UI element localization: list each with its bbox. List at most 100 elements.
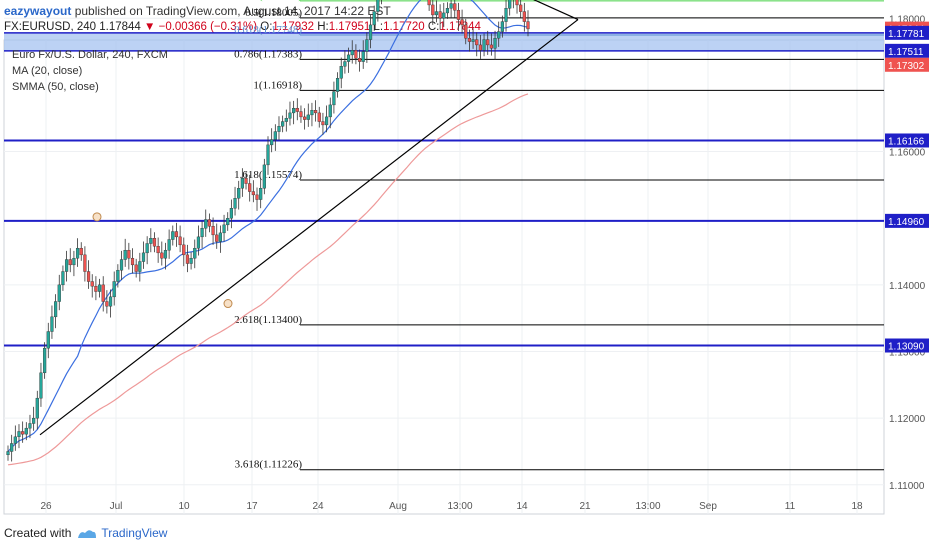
- legend-ma: MA (20, close): [12, 65, 82, 77]
- chart-grid: [4, 17, 884, 514]
- candle-body: [54, 301, 58, 318]
- candle-body: [39, 372, 43, 399]
- close-label: C:: [427, 21, 440, 33]
- candle-body: [497, 31, 501, 39]
- candle-body: [526, 21, 530, 30]
- candle-body: [68, 259, 72, 266]
- horizontal-levels: [4, 32, 884, 347]
- fib-level-label: 2.618(1.13400): [234, 314, 302, 326]
- candle-body: [57, 284, 61, 302]
- moving-averages: [7, 0, 529, 466]
- candle-body: [134, 264, 138, 272]
- candle-body: [156, 245, 160, 254]
- symbol-label: FX:EURUSD, 240: [4, 21, 97, 33]
- candle-body: [46, 331, 50, 349]
- candle-body: [464, 24, 468, 39]
- candle-body: [152, 237, 157, 247]
- candle-body: [127, 249, 131, 259]
- ma-line: [7, 0, 529, 452]
- price-label-box: [885, 25, 929, 40]
- candle-body: [339, 66, 343, 79]
- candle-body: [449, 3, 453, 9]
- fib-level-label: 1(1.16918): [253, 79, 302, 91]
- candle-body: [266, 144, 270, 166]
- price-label-box: [885, 57, 929, 72]
- candle-body: [215, 234, 219, 242]
- fib-level-label: 0.786(1.17383): [234, 48, 302, 60]
- candle-body: [288, 112, 292, 119]
- candle-body: [237, 188, 241, 199]
- candle-body: [445, 8, 450, 14]
- time-tick-label: 21: [579, 501, 591, 512]
- candle-body: [108, 296, 113, 307]
- candle-body: [467, 38, 472, 42]
- swing-marker-icon: [223, 299, 233, 309]
- price-label-text: 1.17781: [888, 29, 925, 40]
- candle-body: [493, 38, 497, 49]
- time-tick-label: 11: [785, 501, 796, 512]
- price-tick-label: 1.12000: [889, 414, 926, 425]
- candle-body: [332, 91, 336, 106]
- candle-body: [303, 116, 307, 120]
- candle-body: [244, 178, 248, 184]
- symbol-line: FX:EURUSD, 240 1.17844 ▼ −0.00366 (−0.31…: [4, 21, 481, 33]
- candle-body: [105, 301, 109, 307]
- candle-body: [240, 178, 244, 189]
- publish-line: eazywayout published on TradingView.com,…: [4, 4, 391, 18]
- price-label-box: [885, 338, 929, 353]
- fib-level-label: 1.618(1.15574): [234, 169, 302, 181]
- candle-body: [211, 225, 215, 236]
- candle-body: [61, 271, 65, 286]
- candle-body: [248, 183, 252, 192]
- candle-body: [79, 247, 83, 256]
- close-value: 1.17844: [439, 21, 481, 33]
- candle-body: [489, 44, 493, 49]
- candle-body: [519, 4, 523, 12]
- candle-body: [427, 0, 431, 6]
- candle-body: [335, 78, 340, 92]
- candle-body: [482, 39, 486, 51]
- candle-body: [365, 39, 369, 52]
- candle-body: [83, 254, 87, 272]
- candle-body: [116, 269, 120, 282]
- fib-level-label: 0.5(1.18005): [245, 7, 302, 19]
- candle-body: [299, 111, 303, 118]
- candle-body: [270, 139, 274, 146]
- candle-body: [259, 188, 263, 200]
- candle-body: [328, 104, 332, 118]
- candle-body: [174, 231, 179, 238]
- descending-trendline: [533, 0, 579, 21]
- candle-body: [453, 3, 457, 11]
- candle-body: [28, 423, 32, 429]
- candle-body: [471, 39, 475, 42]
- candle-body: [145, 243, 149, 254]
- created-with-label: Created with: [4, 526, 72, 540]
- swing-marker-icon: [92, 212, 102, 222]
- time-tick-label: Sep: [699, 501, 717, 512]
- price-label-text: 1.14960: [888, 217, 925, 228]
- candle-body: [277, 126, 281, 132]
- candle-body: [35, 397, 39, 419]
- time-tick-label: 26: [40, 501, 52, 512]
- candle-body: [310, 110, 314, 116]
- tradingview-brand[interactable]: TradingView: [77, 526, 167, 540]
- drawings: [39, 0, 579, 436]
- candle-body: [475, 39, 479, 46]
- tradingview-brand-label: TradingView: [101, 526, 168, 540]
- candle-body: [500, 21, 504, 32]
- price-label-text: 1.17511: [888, 47, 924, 58]
- price-label-box: [885, 43, 929, 58]
- candle-body: [171, 231, 175, 240]
- time-tick-label: 10: [178, 501, 190, 512]
- low-value: 1.17720: [383, 21, 425, 33]
- candle-body: [262, 164, 266, 189]
- candle-body: [376, 0, 380, 12]
- publisher-username[interactable]: eazywayout: [4, 4, 72, 18]
- candle-body: [196, 236, 201, 249]
- candle-body: [281, 121, 285, 127]
- open-value: 1.17932: [272, 21, 314, 33]
- candle-body: [438, 11, 442, 19]
- candle-body: [321, 121, 325, 126]
- price-tick-label: 1.13000: [889, 348, 926, 359]
